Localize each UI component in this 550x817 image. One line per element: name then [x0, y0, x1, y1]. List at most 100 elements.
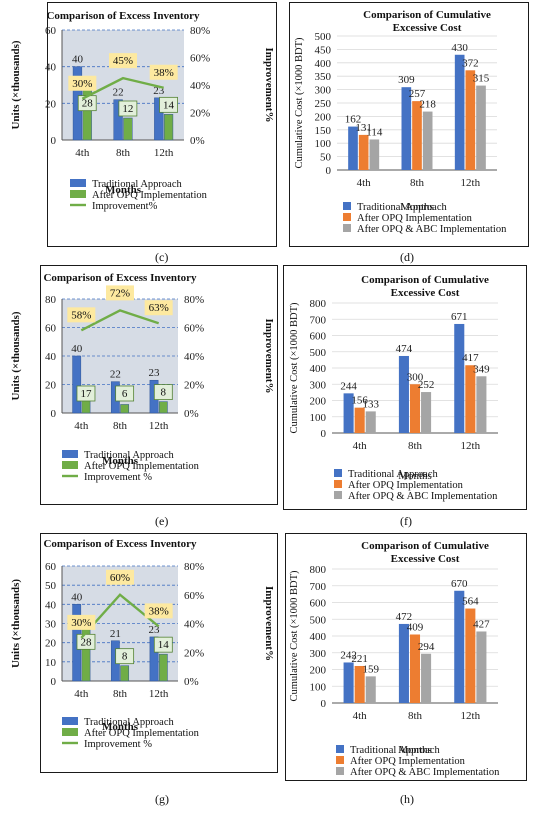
- y-tick-label: 50: [320, 152, 332, 164]
- chart-title: Excessive Cost: [393, 22, 462, 34]
- legend-swatch: [343, 224, 351, 232]
- x-tick-label: 8th: [410, 177, 425, 189]
- legend-label: After OPQ Implementation: [348, 480, 464, 491]
- bar-opq-abc: [421, 392, 432, 433]
- y2-axis-label: Improvement%: [263, 48, 275, 123]
- y2-tick-label: 60%: [184, 323, 204, 335]
- legend-swatch: [334, 469, 342, 477]
- chart-title: Comparison of Cumulative: [363, 9, 491, 21]
- x-tick-label: 4th: [357, 177, 372, 189]
- y-tick-label: 200: [315, 111, 332, 123]
- legend-label: Traditional Approach: [357, 202, 447, 213]
- chart-title: Comparison of Excess Inventory: [46, 10, 200, 22]
- y-tick-label: 400: [315, 58, 332, 70]
- bar-traditional: [113, 99, 123, 141]
- y-tick-label: 100: [310, 681, 327, 693]
- x-tick-label: 12th: [149, 688, 169, 700]
- bar-traditional: [72, 355, 82, 414]
- bar-opq-abc: [422, 111, 433, 170]
- data-label: 671: [451, 311, 468, 323]
- y-axis-label: Cumulative Cost (×1000 BDT): [289, 570, 300, 702]
- data-label: 242: [340, 649, 357, 661]
- caption-d: (d): [400, 250, 414, 264]
- bar-opq: [354, 665, 365, 703]
- data-label: 474: [396, 343, 413, 355]
- y-tick-label: 200: [310, 665, 327, 677]
- bar-opq-abc: [369, 139, 380, 170]
- caption-e: (e): [155, 514, 169, 528]
- improvement-label: 63%: [149, 302, 169, 314]
- data-label: 409: [407, 621, 424, 633]
- y-axis-label: Units (×thousands): [10, 311, 22, 400]
- x-axis-label: Months: [102, 721, 139, 733]
- data-label: 564: [462, 596, 479, 608]
- data-label: 430: [451, 42, 468, 54]
- legend-swatch: [336, 767, 344, 775]
- data-label: 670: [451, 578, 468, 590]
- data-label-box: [153, 636, 173, 653]
- data-label: 8: [161, 387, 167, 399]
- chart-title: Comparison of Cumulative: [361, 274, 489, 286]
- bar-traditional: [454, 54, 465, 171]
- caption-f: (f): [400, 514, 412, 528]
- data-label: 309: [398, 74, 415, 86]
- y-tick-label: 80: [45, 294, 57, 306]
- bar-opq: [409, 384, 421, 433]
- y-tick-label: 300: [315, 85, 332, 97]
- x-tick-label: 8th: [113, 420, 128, 432]
- bar-opq-abc: [365, 411, 376, 433]
- improvement-label: 38%: [154, 67, 174, 79]
- data-label-box: [76, 385, 96, 402]
- data-label: 8: [122, 651, 128, 663]
- y-tick-label: 40: [45, 62, 57, 74]
- legend-label: After OPQ & ABC Implementation: [350, 767, 500, 778]
- chart-title: Comparison of Excess Inventory: [43, 538, 197, 550]
- legend-swatch: [343, 213, 351, 221]
- y2-tick-label: 60%: [190, 53, 210, 65]
- y-axis-label: Units (×thousands): [10, 579, 22, 668]
- bar-opq-abc: [421, 653, 432, 703]
- data-label: 114: [366, 126, 383, 138]
- legend-label: After OPQ & ABC Implementation: [357, 224, 507, 235]
- bar-traditional: [154, 97, 164, 141]
- chart-e: Comparison of Excess Inventory 0 20 40 60 80 0…: [10, 272, 275, 483]
- improvement-label: 58%: [71, 309, 91, 321]
- y-axis-label: Cumulative Cost (×1000 BDT): [289, 302, 300, 434]
- data-label: 14: [163, 99, 175, 111]
- improvement-label: 72%: [110, 287, 130, 299]
- data-label: 40: [72, 54, 84, 66]
- improvement-label: 38%: [149, 605, 169, 617]
- data-label: 257: [409, 88, 426, 100]
- bar-opq-abc: [476, 631, 487, 703]
- improvement-label-box: [106, 569, 134, 585]
- x-tick-label: 4th: [74, 420, 89, 432]
- legend-swatch: [70, 190, 86, 198]
- data-label: 300: [407, 371, 424, 383]
- chart-title: Comparison of Excess Inventory: [43, 272, 197, 284]
- data-label: 162: [345, 114, 362, 126]
- y-tick-label: 0: [321, 428, 327, 440]
- data-label: 14: [158, 639, 170, 651]
- bar-traditional: [398, 355, 409, 433]
- data-label: 218: [419, 99, 436, 111]
- improvement-label: 60%: [110, 572, 130, 584]
- y-tick-label: 20: [45, 98, 57, 110]
- bar-opq-abc: [476, 376, 487, 433]
- y-tick-label: 0: [51, 676, 57, 688]
- bar-traditional: [343, 393, 354, 433]
- legend-swatch: [336, 756, 344, 764]
- data-label: 472: [396, 611, 413, 623]
- y-tick-label: 500: [310, 347, 327, 359]
- data-label: 315: [473, 73, 490, 85]
- y-tick-label: 700: [310, 314, 327, 326]
- caption-g: (g): [155, 792, 169, 806]
- y-tick-label: 60: [45, 25, 57, 37]
- x-axis-label: Months: [398, 744, 432, 756]
- caption-c: (c): [155, 250, 169, 264]
- data-label-box: [115, 648, 135, 665]
- caption-h: (h): [400, 792, 414, 806]
- bar-opq: [465, 365, 476, 433]
- x-tick-label: 8th: [116, 147, 131, 159]
- bar-traditional: [401, 87, 412, 170]
- data-label: 131: [355, 122, 372, 134]
